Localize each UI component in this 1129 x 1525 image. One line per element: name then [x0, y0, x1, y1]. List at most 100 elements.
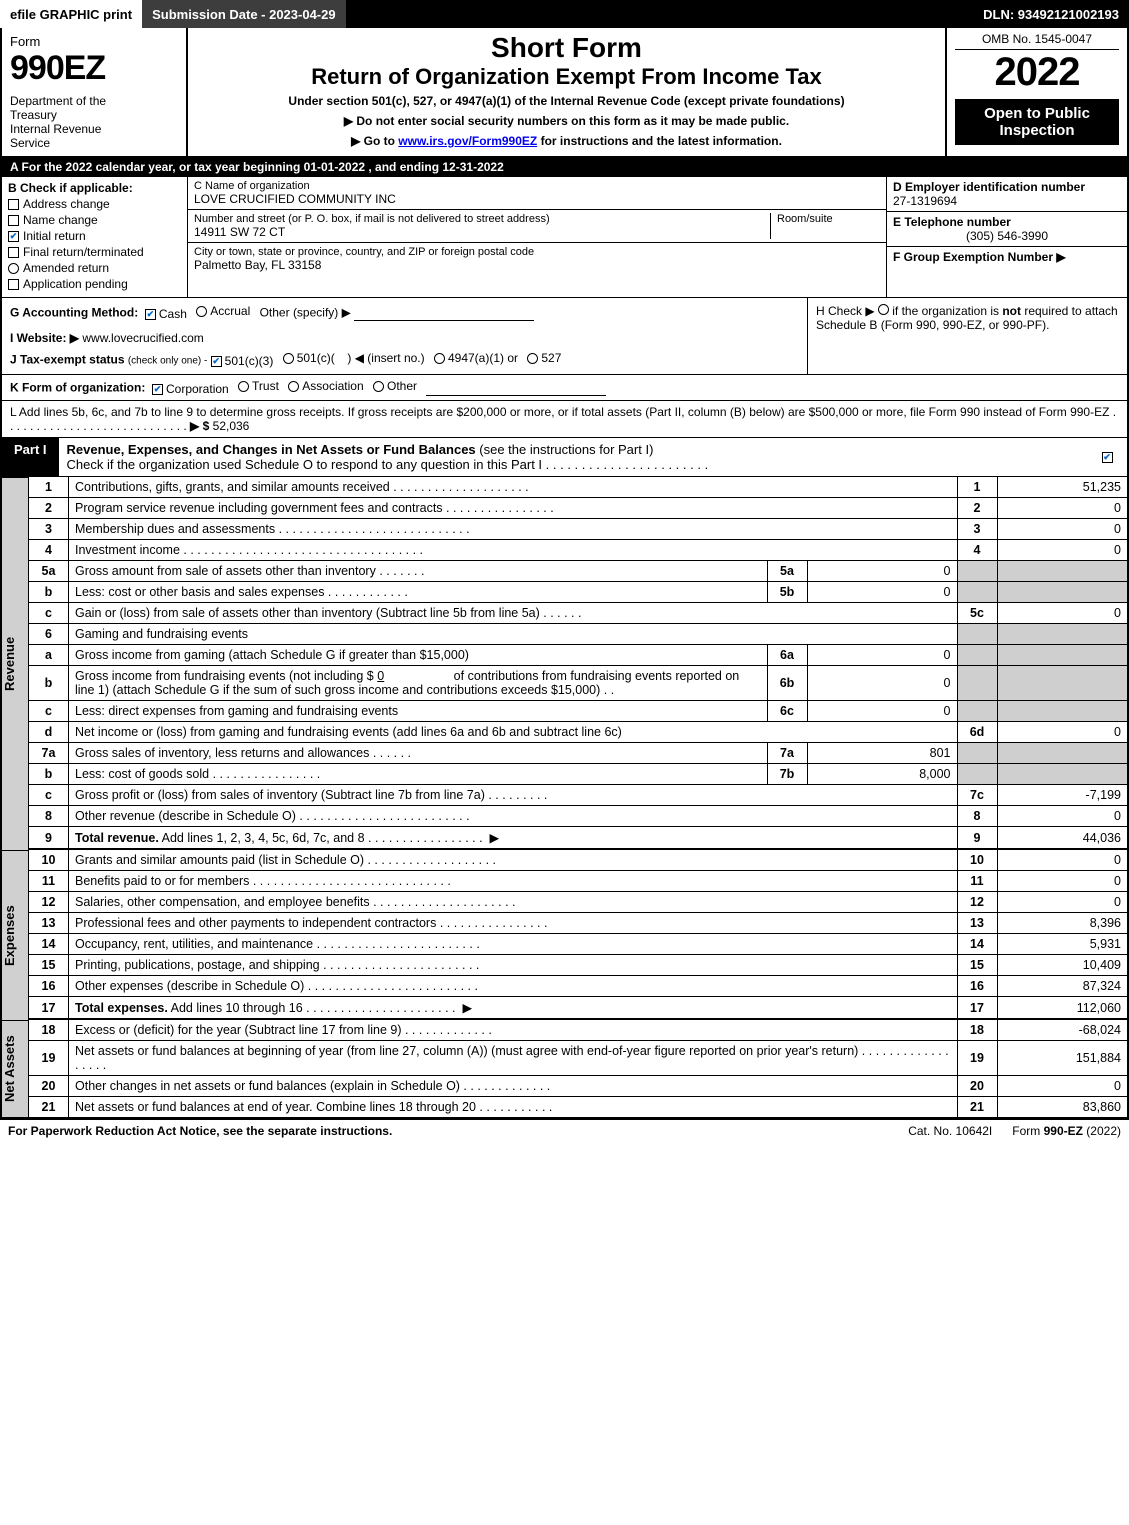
check-address-change[interactable]: Address change: [8, 197, 181, 211]
g-accrual-label: Accrual: [210, 304, 250, 318]
j-opt2-pre: 501(c)(: [297, 351, 335, 365]
line-14: 14Occupancy, rent, utilities, and mainte…: [29, 934, 1128, 955]
line-15: 15Printing, publications, postage, and s…: [29, 955, 1128, 976]
tax-year: 2022: [955, 50, 1119, 95]
street-value: 14911 SW 72 CT: [194, 225, 764, 239]
revenue-section: Revenue 1Contributions, gifts, grants, a…: [0, 477, 1129, 850]
column-b-checkboxes: B Check if applicable: Address change Na…: [2, 177, 188, 297]
line-value: 0: [997, 1076, 1127, 1097]
i-website-row: I Website: ▶ www.lovecrucified.com: [10, 331, 799, 345]
line-value: 0: [997, 892, 1127, 913]
column-c-org-info: C Name of organization LOVE CRUCIFIED CO…: [188, 177, 887, 297]
checkbox-icon: [8, 199, 19, 210]
k-opt-label: Other: [387, 379, 417, 393]
l-text: L Add lines 5b, 6c, and 7b to line 9 to …: [10, 405, 1109, 419]
check-final-return[interactable]: Final return/terminated: [8, 245, 181, 259]
line-desc: Other revenue (describe in Schedule O): [75, 809, 296, 823]
part-i-title-rest: (see the instructions for Part I): [476, 442, 654, 457]
e-label: E Telephone number: [893, 215, 1121, 229]
line-desc: Net assets or fund balances at beginning…: [75, 1044, 858, 1058]
header-left: Form 990EZ Department of theTreasuryInte…: [2, 28, 188, 156]
submission-date: Submission Date - 2023-04-29: [142, 0, 346, 28]
k-opt-label: Association: [302, 379, 363, 393]
d-label: D Employer identification number: [893, 180, 1121, 194]
j-4947[interactable]: 4947(a)(1) or: [434, 351, 518, 365]
line-desc: Net income or (loss) from gaming and fun…: [75, 725, 622, 739]
short-form-title: Short Form: [198, 32, 935, 64]
return-title: Return of Organization Exempt From Incom…: [198, 64, 935, 90]
e-value: (305) 546-3990: [893, 229, 1121, 243]
sub-value: 0: [807, 701, 957, 722]
line-6d: dNet income or (loss) from gaming and fu…: [29, 722, 1128, 743]
sub-value: 0: [807, 666, 957, 701]
section-bcdef: B Check if applicable: Address change Na…: [0, 177, 1129, 298]
check-application-pending[interactable]: Application pending: [8, 277, 181, 291]
line-8: 8Other revenue (describe in Schedule O) …: [29, 806, 1128, 827]
g-cash[interactable]: ✔Cash: [145, 307, 187, 321]
k-corporation[interactable]: ✔Corporation: [152, 382, 229, 396]
j-opt2-post: ) ◀ (insert no.): [347, 351, 424, 365]
j-527[interactable]: 527: [527, 351, 561, 365]
j-501c3[interactable]: ✔501(c)(3): [211, 354, 274, 368]
irs-link[interactable]: www.irs.gov/Form990EZ: [398, 134, 537, 148]
line-desc: Gross income from gaming (attach Schedul…: [75, 648, 469, 662]
j-opt4-label: 527: [541, 351, 561, 365]
check-name-change[interactable]: Name change: [8, 213, 181, 227]
part-i-title: Revenue, Expenses, and Changes in Net As…: [59, 438, 1087, 476]
line-value: 0: [997, 722, 1127, 743]
line-5b: bLess: cost or other basis and sales exp…: [29, 582, 1128, 603]
check-amended-return[interactable]: Amended return: [8, 261, 181, 275]
g-other-blank[interactable]: [354, 307, 534, 321]
k-other[interactable]: Other: [373, 379, 417, 393]
expenses-vtab: Expenses: [2, 850, 28, 1020]
g-cash-label: Cash: [159, 307, 187, 321]
omb-number: OMB No. 1545-0047: [955, 32, 1119, 50]
efile-label: efile GRAPHIC print: [0, 0, 142, 28]
j-label: J Tax-exempt status: [10, 353, 125, 367]
arrow-icon: ▶: [1056, 250, 1065, 264]
sub-label: 6a: [767, 645, 807, 666]
check-label: Amended return: [23, 261, 109, 275]
sub-value: 8,000: [807, 764, 957, 785]
j-tax-status-row: J Tax-exempt status (check only one) - ✔…: [10, 351, 799, 368]
check-label: Application pending: [23, 277, 128, 291]
k-other-blank[interactable]: [426, 382, 606, 396]
line-value: 151,884: [997, 1041, 1127, 1076]
k-label: K Form of organization:: [10, 381, 145, 395]
city-value: Palmetto Bay, FL 33158: [194, 258, 880, 272]
line-value: 83,860: [997, 1097, 1127, 1118]
line-9: 9Total revenue. Add lines 1, 2, 3, 4, 5c…: [29, 827, 1128, 850]
dln-label: DLN: 93492121002193: [973, 0, 1129, 28]
line-desc: Contributions, gifts, grants, and simila…: [75, 480, 390, 494]
section-ghij: G Accounting Method: ✔Cash Accrual Other…: [0, 298, 1129, 375]
city-row: City or town, state or province, country…: [188, 243, 886, 275]
part-i-checkbox[interactable]: ✔: [1087, 438, 1127, 476]
line-desc: Gross profit or (loss) from sales of inv…: [75, 788, 485, 802]
sub-value: 0: [807, 582, 957, 603]
row-k-org-form: K Form of organization: ✔Corporation Tru…: [0, 375, 1129, 401]
g-accrual[interactable]: Accrual: [196, 304, 250, 318]
radio-icon[interactable]: [878, 304, 889, 315]
line-9-bold: Total revenue.: [75, 831, 159, 845]
checkbox-icon: ✔: [211, 356, 222, 367]
j-501c[interactable]: 501(c)( ) ◀ (insert no.): [283, 351, 425, 365]
k-trust[interactable]: Trust: [238, 379, 279, 393]
sub-label: 7b: [767, 764, 807, 785]
line-2: 2Program service revenue including gover…: [29, 498, 1128, 519]
k-association[interactable]: Association: [288, 379, 363, 393]
checkbox-icon: [8, 247, 19, 258]
line-value: 0: [997, 498, 1127, 519]
line-desc: Gaming and fundraising events: [69, 624, 958, 645]
k-opt-label: Trust: [252, 379, 279, 393]
expenses-table: 10Grants and similar amounts paid (list …: [28, 850, 1127, 1020]
line-13: 13Professional fees and other payments t…: [29, 913, 1128, 934]
check-initial-return[interactable]: ✔Initial return: [8, 229, 181, 243]
line-value: 51,235: [997, 477, 1127, 498]
line-value: 8,396: [997, 913, 1127, 934]
g-accounting-row: G Accounting Method: ✔Cash Accrual Other…: [10, 304, 799, 321]
line-value: 0: [997, 603, 1127, 624]
line-4: 4Investment income . . . . . . . . . . .…: [29, 540, 1128, 561]
i-value: www.lovecrucified.com: [82, 331, 203, 345]
line-10: 10Grants and similar amounts paid (list …: [29, 850, 1128, 871]
check-label: Address change: [23, 197, 110, 211]
